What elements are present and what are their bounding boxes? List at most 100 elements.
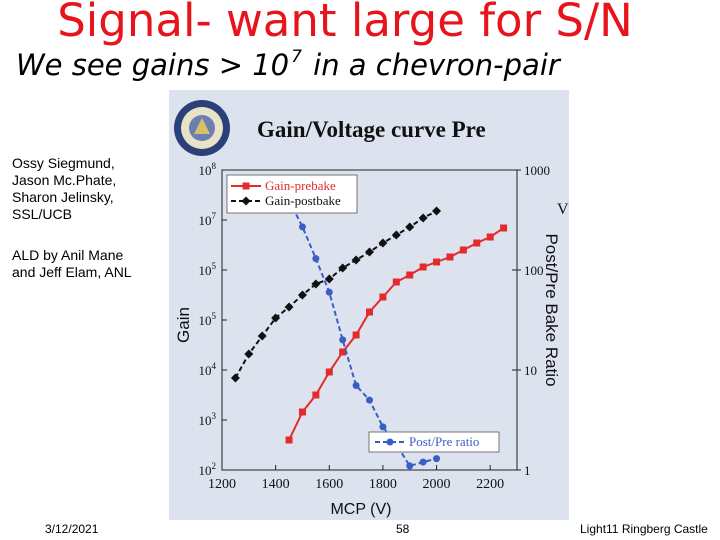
y-left-tick-exponent: 3 <box>212 411 217 421</box>
legend-label: Gain-postbake <box>265 193 341 208</box>
data-point-square <box>352 331 360 339</box>
data-point-circle <box>325 288 333 296</box>
tick-labels: 1200 1400 1600 1800 2000 22001021031041051051… <box>199 161 551 492</box>
x-tick-label: 1200 <box>208 477 236 492</box>
x-tick-label: 1800 <box>369 477 397 492</box>
data-point-square <box>298 408 306 416</box>
legend-label: Post/Pre ratio <box>409 434 479 449</box>
data-point-square <box>325 368 333 376</box>
gain-voltage-chart: Gain/Voltage curve Pre V 1200 1400 1600 180… <box>169 90 569 520</box>
series-line <box>288 199 437 468</box>
data-point-circle <box>339 336 347 344</box>
author-line: Jason Mc.Phate, <box>12 172 117 188</box>
slide-subtitle: We see gains > 10 7 in a chevron-pair <box>16 47 560 82</box>
y-left-tick-label: 102 <box>199 461 217 478</box>
data-point-diamond <box>418 213 428 223</box>
data-point-diamond <box>257 331 267 341</box>
data-point-diamond <box>324 274 334 284</box>
y-left-tick-exponent: 7 <box>212 211 217 221</box>
data-point-square <box>473 239 481 247</box>
footer-event: Light11 Ringberg Castle <box>580 522 708 536</box>
legend-label: Gain-prebake <box>265 178 336 193</box>
data-point-square <box>366 308 373 316</box>
data-point-square <box>392 278 400 286</box>
data-point-circle <box>352 381 360 389</box>
subtitle-exponent: 7 <box>291 47 302 67</box>
grid-lines <box>221 169 521 471</box>
ucb-seal-logo <box>174 100 230 156</box>
data-point-diamond <box>351 255 361 265</box>
footer-page-number: 58 <box>396 522 410 536</box>
y-left-tick-exponent: 5 <box>212 311 217 321</box>
y-right-tick-label: 1000 <box>524 163 550 178</box>
plot-frame <box>221 169 518 471</box>
x-tick-label: 2000 <box>423 477 451 492</box>
data-point-diamond <box>271 313 281 323</box>
series-gain-postbake <box>230 206 442 383</box>
data-point-circle <box>433 455 441 463</box>
y-left-tick-exponent: 4 <box>212 361 217 371</box>
series-line <box>288 227 505 441</box>
subtitle-text: We see gains > 10 <box>16 48 290 82</box>
data-point-circle <box>379 423 387 431</box>
data-point-square <box>433 258 441 266</box>
chart-title: Gain/Voltage curve Pre <box>257 117 486 142</box>
data-point-diamond <box>297 290 307 300</box>
data-point-square <box>500 224 508 232</box>
author-list: Ossy Siegmund, Jason Mc.Phate, Sharon Je… <box>12 155 172 223</box>
data-point-circle <box>419 458 427 466</box>
y-left-tick-label: 105 <box>199 311 217 328</box>
data-point-square <box>379 293 387 301</box>
subtitle-text-end: in a chevron-pair <box>303 48 560 82</box>
data-point-diamond <box>311 279 321 289</box>
data-point-diamond <box>378 238 388 248</box>
series-line <box>234 210 438 379</box>
data-point-diamond <box>338 263 348 273</box>
data-point-diamond <box>244 349 254 359</box>
legend-box <box>368 431 500 453</box>
data-point-square <box>446 253 454 261</box>
y-left-tick-exponent: 2 <box>212 461 217 471</box>
data-point-diamond <box>241 196 251 206</box>
data-point-diamond <box>230 373 240 383</box>
y-left-tick-label: 108 <box>199 161 217 178</box>
y-left-tick-label: 105 <box>199 261 217 278</box>
data-point-square <box>312 391 320 399</box>
y-left-tick-label: 103 <box>199 411 217 428</box>
legend-box <box>226 174 358 214</box>
data-point-square <box>486 233 494 241</box>
chart-canvas: Gain/Voltage curve Pre V 1200 1400 1600 180… <box>174 100 569 518</box>
x-tick-label: 2200 <box>476 477 504 492</box>
series-post-pre-ratio <box>285 196 441 470</box>
y-left-tick-exponent: 5 <box>212 261 217 271</box>
y-right-tick-label: 100 <box>524 263 544 278</box>
x-tick-label: 1600 <box>315 477 343 492</box>
data-point-square <box>459 246 467 254</box>
author-line: SSL/UCB <box>12 206 72 222</box>
data-point-square <box>339 348 347 356</box>
author-line: Ossy Siegmund, <box>12 155 115 171</box>
y-left-tick-label: 107 <box>199 211 217 228</box>
y-left-tick-label: 104 <box>199 361 217 378</box>
slide-title: Signal- want large for S/N <box>57 0 633 47</box>
ald-credit-line: ALD by Anil Mane <box>12 247 124 263</box>
y-right-tick-label: 10 <box>524 363 537 378</box>
data-point-diamond <box>405 222 415 232</box>
x-tick-label: 1400 <box>262 477 290 492</box>
data-point-square <box>285 436 293 444</box>
ald-credit-line: and Jeff Elam, ANL <box>12 264 132 280</box>
right-edge-letter: V <box>557 201 569 218</box>
data-point-diamond <box>391 230 401 240</box>
plot-border <box>221 169 518 471</box>
data-point-circle <box>386 438 394 446</box>
data-point-diamond <box>284 302 294 312</box>
data-point-circle <box>406 462 414 470</box>
author-line: Sharon Jelinsky, <box>12 189 114 205</box>
data-point-diamond <box>432 206 442 216</box>
series-layer <box>230 196 508 470</box>
footer-date: 3/12/2021 <box>45 522 99 536</box>
legend-ratio: Post/Pre ratio <box>368 431 500 453</box>
y-right-tick-label: 1 <box>524 463 531 478</box>
data-point-circle <box>312 255 320 263</box>
y-left-tick-exponent: 8 <box>212 161 217 171</box>
